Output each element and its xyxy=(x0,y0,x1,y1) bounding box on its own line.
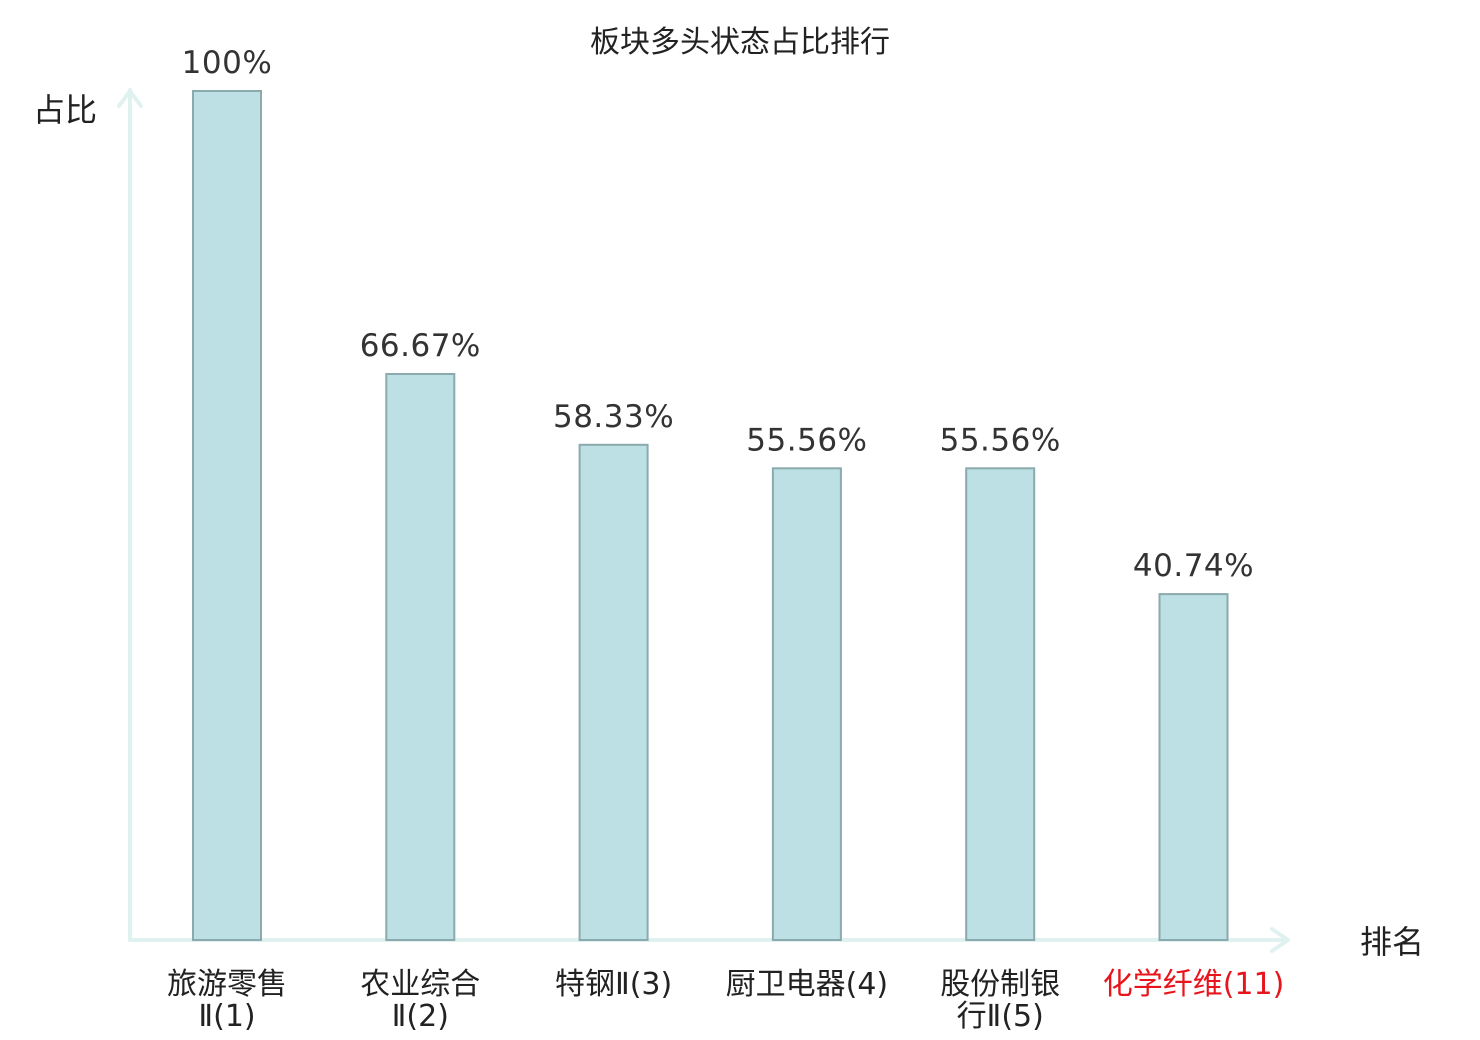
bar-6 xyxy=(1158,593,1229,941)
tick-labels-group: 旅游零售 Ⅱ(1) 农业综合 Ⅱ(2) 特钢Ⅱ(3) 厨卫电器(4) 股份制银行Ⅱ(5) 化学… xyxy=(167,967,1284,1034)
x-axis-arrow xyxy=(1270,927,1290,953)
bar-5 xyxy=(965,467,1036,941)
tick-label-4: 厨卫电器(4) xyxy=(726,967,889,1002)
value-label-2: 66.67% xyxy=(360,328,481,364)
tick-label-5: 股份制银行Ⅱ(5) xyxy=(940,967,1060,1034)
value-label-3: 58.33% xyxy=(553,399,674,435)
tick-label-line: 化学纤维(11) xyxy=(1103,967,1285,1002)
y-axis-arrow xyxy=(117,89,143,108)
y-axis xyxy=(117,88,143,942)
tick-label-6: 化学纤维(11) xyxy=(1103,967,1285,1002)
tick-label-line: 旅游零售 xyxy=(167,967,287,1002)
tick-label-3: 特钢Ⅱ(3) xyxy=(555,967,672,1002)
chart-title: 板块多头状态占比排行 xyxy=(590,25,890,60)
bar-1 xyxy=(192,90,262,941)
tick-label-line: Ⅱ(1) xyxy=(198,999,255,1034)
bar-2 xyxy=(385,373,456,941)
tick-label-line: 农业综合 xyxy=(360,967,480,1002)
tick-label-line: 特钢Ⅱ(3) xyxy=(555,967,672,1002)
tick-label-line: 股份制银 xyxy=(940,967,1060,1002)
tick-label-line: Ⅱ(2) xyxy=(392,999,449,1034)
value-label-1: 100% xyxy=(182,45,273,81)
value-label-4: 55.56% xyxy=(746,422,867,458)
tick-label-line: 行Ⅱ(5) xyxy=(957,999,1044,1034)
x-axis-label: 排名 xyxy=(1360,923,1424,961)
value-labels-group: 100% 66.67% 58.33% 55.56% 55.56% 40.74% xyxy=(182,45,1254,584)
tick-label-1: 旅游零售 Ⅱ(1) xyxy=(167,967,287,1034)
value-label-5: 55.56% xyxy=(940,422,1061,458)
value-label-6: 40.74% xyxy=(1133,548,1254,584)
x-axis xyxy=(128,927,1290,953)
bars-group xyxy=(192,90,1229,941)
tick-label-line: 厨卫电器(4) xyxy=(726,967,889,1002)
bar-4 xyxy=(771,467,842,941)
bar-3 xyxy=(578,443,649,941)
y-axis-label: 占比 xyxy=(33,91,97,129)
tick-label-2: 农业综合 Ⅱ(2) xyxy=(360,967,480,1034)
